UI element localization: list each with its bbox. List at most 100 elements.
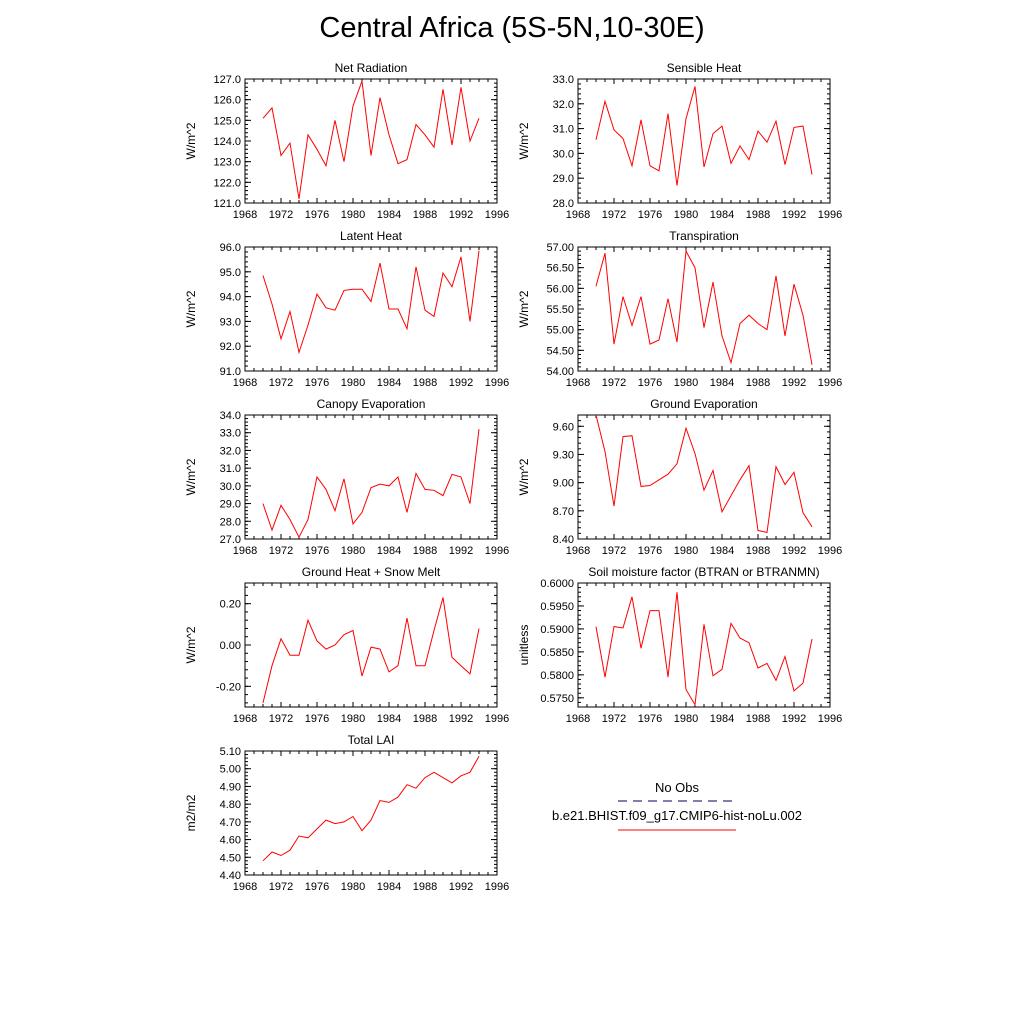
x-tick-label: 1984 xyxy=(710,545,734,557)
x-tick-label: 1984 xyxy=(377,881,401,893)
y-axis-label: W/m^2 xyxy=(184,458,198,495)
x-tick-label: 1980 xyxy=(341,545,365,557)
x-tick-label: 1992 xyxy=(449,545,473,557)
chart-panel: 1968 1972 1976 1980 1984 1988 1992 1996 54.00 54.… xyxy=(517,229,842,389)
y-tick-label: 28.0 xyxy=(553,198,574,210)
x-tick-label: 1984 xyxy=(377,209,401,221)
x-tick-label: 1988 xyxy=(413,377,437,389)
chart-panel: 1968 1972 1976 1980 1984 1988 1992 1996 8.40 8.70… xyxy=(517,397,842,557)
x-tick-label: 1980 xyxy=(674,545,698,557)
series-line xyxy=(262,250,480,355)
plot-frame xyxy=(577,78,831,204)
x-tick-label: 1988 xyxy=(746,545,770,557)
chart-title: Canopy Evaporation xyxy=(317,397,426,411)
y-tick-label: 34.0 xyxy=(220,410,241,422)
page-title: Central Africa (5S-5N,10-30E) xyxy=(319,12,705,44)
series-line xyxy=(595,86,813,186)
y-tick-label: 0.5850 xyxy=(540,647,574,659)
chart-title: Sensible Heat xyxy=(667,61,742,75)
y-tick-label: 29.0 xyxy=(220,499,241,511)
x-tick-label: 1992 xyxy=(782,377,806,389)
chart-title: Ground Evaporation xyxy=(650,397,757,411)
chart-panel: 1968 1972 1976 1980 1984 1988 1992 1996 0.5750 0.… xyxy=(517,565,842,725)
plot-frame xyxy=(244,246,498,372)
y-tick-label: 56.00 xyxy=(546,283,574,295)
chart-title: Ground Heat + Snow Melt xyxy=(302,565,441,579)
y-tick-label: 121.0 xyxy=(213,198,241,210)
x-tick-label: 1980 xyxy=(674,377,698,389)
y-tick-label: 125.0 xyxy=(213,115,241,127)
y-tick-label: 0.5900 xyxy=(540,624,574,636)
y-axis-label: m2/m2 xyxy=(184,794,198,831)
series-line xyxy=(595,249,813,365)
x-tick-label: 1980 xyxy=(341,377,365,389)
series-line xyxy=(262,80,480,199)
x-tick-label: 1980 xyxy=(674,713,698,725)
x-tick-label: 1976 xyxy=(638,377,662,389)
y-tick-label: 30.0 xyxy=(220,481,241,493)
chart-panel: 1968 1972 1976 1980 1984 1988 1992 1996 -0.20 0.0… xyxy=(184,565,509,725)
x-tick-label: 1980 xyxy=(674,209,698,221)
chart-panel: 1968 1972 1976 1980 1984 1988 1992 1996 91.0 92.0… xyxy=(184,229,509,389)
x-tick-label: 1996 xyxy=(485,209,509,221)
chart-title: Transpiration xyxy=(669,229,739,243)
x-tick-label: 1996 xyxy=(485,713,509,725)
legend: No Obs b.e21.BHIST.f09_g17.CMIP6-hist-noL… xyxy=(552,780,802,831)
y-tick-label: 0.5800 xyxy=(540,670,574,682)
x-tick-label: 1976 xyxy=(638,545,662,557)
x-tick-label: 1996 xyxy=(818,545,842,557)
x-tick-label: 1988 xyxy=(413,713,437,725)
x-tick-label: 1984 xyxy=(377,545,401,557)
y-tick-label: 93.0 xyxy=(220,316,241,328)
y-tick-label: 123.0 xyxy=(213,157,241,169)
x-tick-label: 1976 xyxy=(305,545,329,557)
plot-frame xyxy=(577,246,831,372)
y-tick-label: 8.70 xyxy=(553,506,574,518)
x-tick-label: 1992 xyxy=(782,713,806,725)
x-tick-label: 1976 xyxy=(305,209,329,221)
y-axis-label: W/m^2 xyxy=(517,122,531,159)
series-line xyxy=(262,429,480,539)
y-axis-label: W/m^2 xyxy=(184,122,198,159)
x-tick-label: 1972 xyxy=(269,881,293,893)
y-axis-label: W/m^2 xyxy=(184,290,198,327)
x-tick-label: 1972 xyxy=(269,209,293,221)
y-tick-label: 28.0 xyxy=(220,516,241,528)
x-tick-label: 1996 xyxy=(485,545,509,557)
y-tick-label: 124.0 xyxy=(213,136,241,148)
x-tick-label: 1968 xyxy=(233,209,257,221)
x-tick-label: 1988 xyxy=(746,377,770,389)
x-tick-label: 1968 xyxy=(233,377,257,389)
x-tick-label: 1972 xyxy=(269,377,293,389)
y-tick-label: 122.0 xyxy=(213,177,241,189)
x-tick-label: 1968 xyxy=(566,377,590,389)
plot-frame xyxy=(244,750,498,876)
y-axis-label: unitless xyxy=(517,625,531,666)
x-tick-label: 1976 xyxy=(305,881,329,893)
y-tick-label: 54.50 xyxy=(546,345,574,357)
y-tick-label: 33.0 xyxy=(220,428,241,440)
chart-panel: 1968 1972 1976 1980 1984 1988 1992 1996 27.0 28.0… xyxy=(184,397,509,557)
series-line xyxy=(595,414,813,534)
plot-frame xyxy=(577,582,831,708)
legend-case-label: b.e21.BHIST.f09_g17.CMIP6-hist-noLu.002 xyxy=(552,808,802,823)
x-tick-label: 1992 xyxy=(449,713,473,725)
x-tick-label: 1988 xyxy=(746,713,770,725)
x-tick-label: 1972 xyxy=(602,377,626,389)
x-tick-label: 1988 xyxy=(413,881,437,893)
y-tick-label: 0.20 xyxy=(220,599,241,611)
plot-frame xyxy=(577,414,831,540)
x-tick-label: 1976 xyxy=(305,377,329,389)
y-tick-label: 5.00 xyxy=(220,764,241,776)
y-tick-label: 4.90 xyxy=(220,781,241,793)
x-tick-label: 1992 xyxy=(449,881,473,893)
y-tick-label: 29.0 xyxy=(553,173,574,185)
x-tick-label: 1996 xyxy=(818,377,842,389)
x-tick-label: 1984 xyxy=(710,377,734,389)
x-tick-label: 1984 xyxy=(377,377,401,389)
x-tick-label: 1980 xyxy=(341,713,365,725)
x-tick-label: 1972 xyxy=(602,713,626,725)
x-tick-label: 1992 xyxy=(782,209,806,221)
y-tick-label: 31.0 xyxy=(220,463,241,475)
legend-obs-label: No Obs xyxy=(655,780,700,795)
